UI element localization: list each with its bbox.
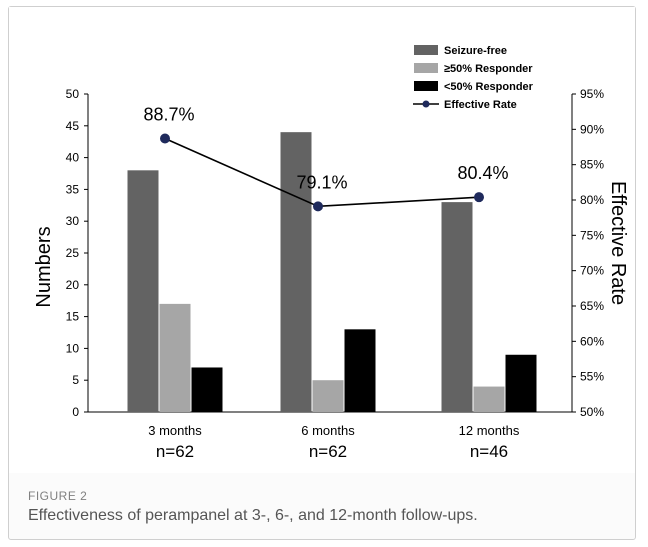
y-tick-label: 35 xyxy=(66,182,80,196)
y2-tick-label: 60% xyxy=(580,334,604,348)
x-tick-label: 12 months xyxy=(459,423,520,438)
x-sublabel: n=46 xyxy=(470,442,508,461)
y-tick-label: 45 xyxy=(66,119,80,133)
x-tick-label: 6 months xyxy=(301,423,355,438)
effective-rate-point xyxy=(313,201,323,212)
chart-area: 0 5 10 15 20 25 30 35 40 45 50 50% 55% 60% 65% 70% 75% 80… xyxy=(9,7,635,473)
legend-label: ≥50% Responder xyxy=(444,63,533,75)
y-tick-label: 10 xyxy=(66,341,80,355)
y2-tick-label: 80% xyxy=(580,193,604,207)
y2-tick-label: 65% xyxy=(580,299,604,313)
x-tick-label: 3 months xyxy=(148,423,202,438)
bar xyxy=(344,329,376,412)
x-sublabel: n=62 xyxy=(309,442,347,461)
y-tick-label: 40 xyxy=(66,151,80,165)
bar xyxy=(280,132,312,412)
y2-tick-label: 90% xyxy=(580,122,604,136)
figure-label: FIGURE 2 xyxy=(28,489,88,503)
legend-label: Effective Rate xyxy=(444,99,517,111)
legend-label: Seizure-free xyxy=(444,45,507,57)
y-tick-label: 30 xyxy=(66,214,80,228)
y2-tick-label: 55% xyxy=(580,370,604,384)
legend-swatch xyxy=(414,63,438,73)
y-tick-label: 50 xyxy=(66,87,80,101)
effective-rate-point xyxy=(474,192,484,203)
data-label: 88.7% xyxy=(143,105,194,125)
y2-tick-label: 50% xyxy=(580,405,604,419)
effective-rate-point xyxy=(160,133,170,144)
legend-marker xyxy=(422,100,430,108)
data-label: 80.4% xyxy=(457,163,508,183)
bar xyxy=(441,202,473,412)
legend-label: <50% Responder xyxy=(444,81,534,93)
y-tick-label: 25 xyxy=(66,246,80,260)
figure-caption: Effectiveness of perampanel at 3-, 6-, a… xyxy=(28,507,478,524)
bar xyxy=(505,354,537,412)
bar-line-chart: 0 5 10 15 20 25 30 35 40 45 50 50% 55% 60% 65% 70% 75% 80… xyxy=(33,45,629,461)
y-tick-label: 15 xyxy=(66,310,80,324)
legend-swatch xyxy=(414,81,438,91)
legend-swatch xyxy=(414,45,438,55)
y2-tick-label: 75% xyxy=(580,228,604,242)
bar xyxy=(127,170,159,412)
y-axis-title: Numbers xyxy=(33,226,55,307)
y-tick-label: 20 xyxy=(66,278,80,292)
y-tick-label: 0 xyxy=(72,405,79,419)
bar xyxy=(191,367,223,412)
y2-tick-label: 95% xyxy=(580,87,604,101)
bar xyxy=(312,380,344,412)
bar xyxy=(159,303,191,412)
x-sublabel: n=62 xyxy=(156,442,194,461)
y2-tick-label: 70% xyxy=(580,264,604,278)
y2-tick-label: 85% xyxy=(580,158,604,172)
data-label: 79.1% xyxy=(296,172,347,192)
y-tick-label: 5 xyxy=(72,373,79,387)
y2-axis-title: Effective Rate xyxy=(607,181,629,305)
bar xyxy=(473,386,505,412)
